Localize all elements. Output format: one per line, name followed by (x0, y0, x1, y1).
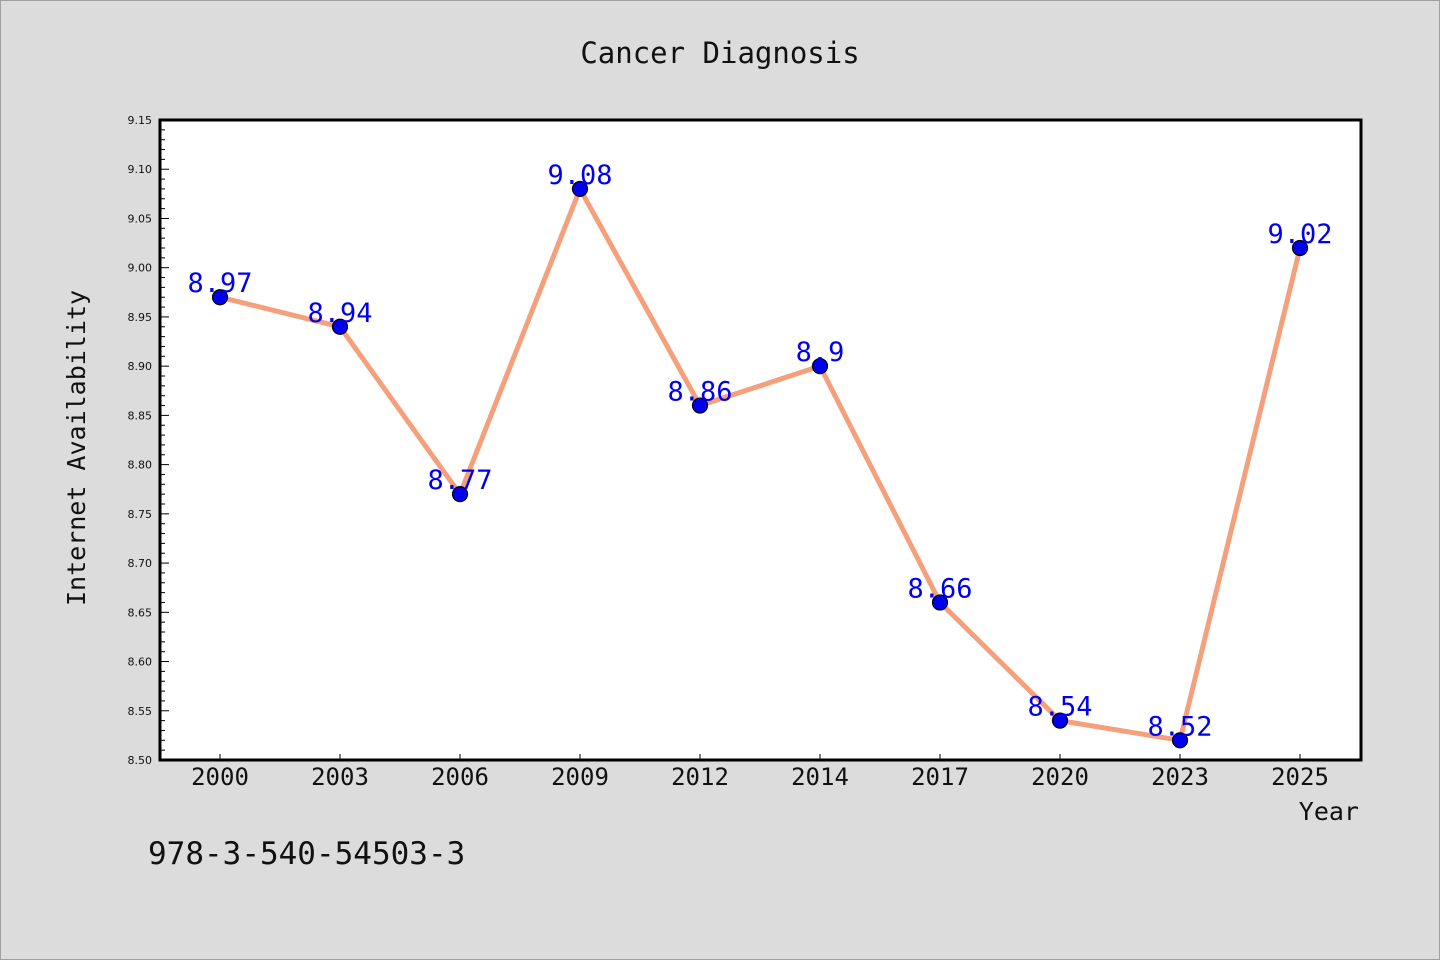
y-tick-label: 8.90 (128, 360, 153, 373)
x-tick-label: 2020 (1031, 763, 1089, 791)
data-point (691, 397, 709, 414)
y-tick-label: 8.55 (128, 705, 153, 718)
x-tick-label: 2006 (431, 763, 489, 791)
y-tick-label: 8.80 (128, 459, 153, 472)
x-tick-label: 2014 (791, 763, 849, 791)
y-tick-label: 9.10 (128, 163, 153, 176)
y-tick-label: 8.60 (128, 656, 153, 669)
chart-title: Cancer Diagnosis (580, 36, 859, 70)
y-tick-label: 9.00 (128, 262, 153, 275)
data-label: 8.86 (667, 377, 732, 408)
data-label: 8.54 (1027, 692, 1092, 723)
y-tick-label: 8.70 (128, 557, 153, 570)
data-label: 8.97 (187, 268, 252, 299)
x-tick-label: 2023 (1151, 763, 1209, 791)
data-point (931, 594, 949, 611)
x-tick-label: 2009 (551, 763, 609, 791)
y-axis: 8.50 8.55 8.60 8.65 8.70 8.75 8.80 8.85 8.90 8.95… (128, 114, 169, 767)
plot-area (158, 118, 1363, 762)
x-tick-label: 2012 (671, 763, 729, 791)
data-point (811, 358, 829, 375)
data-point (1171, 732, 1189, 749)
data-label: 8.52 (1147, 711, 1212, 742)
y-tick-label: 8.85 (128, 409, 153, 422)
data-point (571, 180, 589, 198)
data-point (1051, 712, 1069, 729)
y-tick-label: 8.65 (128, 606, 153, 619)
series-line (217, 186, 1303, 743)
data-point (451, 486, 469, 503)
data-label: 8.9 (796, 337, 845, 368)
x-tick-label: 2025 (1271, 763, 1329, 791)
y-tick-label: 8.95 (128, 311, 153, 324)
data-label: 8.77 (427, 465, 492, 496)
data-label: 9.08 (547, 160, 612, 191)
x-tick-label: 2017 (911, 763, 969, 791)
data-label: 9.02 (1267, 219, 1332, 250)
x-tick-label: 2003 (311, 763, 369, 791)
y-tick-label: 8.50 (128, 754, 153, 767)
y-tick-label: 9.15 (128, 114, 153, 127)
x-axis: 2000 2003 2006 2009 2012 2014 2017 2020 2023 2025 (191, 754, 1329, 791)
isbn-annotation: 978-3-540-54503-3 (148, 836, 465, 872)
series (211, 180, 1309, 749)
data-label: 8.66 (907, 573, 972, 604)
y-tick-label: 8.75 (128, 508, 153, 521)
y-axis-title: Internet Availability (62, 290, 91, 606)
data-labels: 8.97 8.94 8.77 9.08 8.86 8.9 8.66 8.54 8.52 9.02 (187, 160, 1332, 742)
data-point (1291, 239, 1309, 257)
y-tick-label: 9.05 (128, 212, 153, 225)
data-point (211, 289, 229, 306)
data-label: 8.94 (307, 298, 372, 329)
x-axis-title: Year (1299, 797, 1359, 826)
data-point (331, 318, 349, 335)
x-tick-label: 2000 (191, 763, 249, 791)
